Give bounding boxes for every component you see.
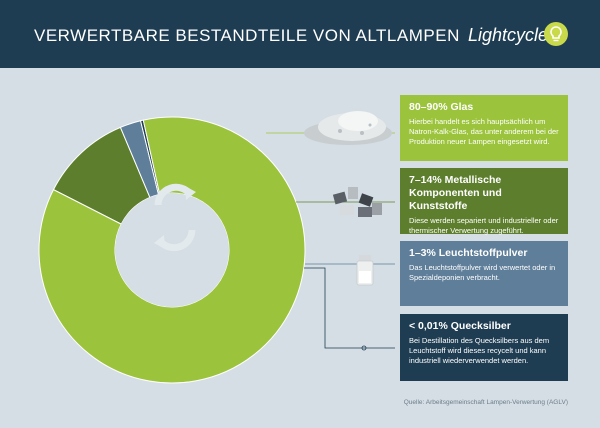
metal-text: Diese werden separiert und industrieller… [409,216,559,235]
glass-shards-image [304,111,392,145]
mercury-heading: < 0,01% Quecksilber [409,320,511,332]
glass-heading: 80–90% Glas [409,101,474,113]
page-title: VERWERTBARE BESTANDTEILE VON ALTLAMPEN [34,26,460,45]
header-bar: VERWERTBARE BESTANDTEILE VON ALTLAMPEN L… [0,0,600,68]
brand-logo-text: Lightcycle [467,25,548,45]
powder-text: Das Leuchtstoffpulver wird verwertet ode… [409,263,556,282]
glass-info-box: 80–90% Glas Hierbei handelt es sich haup… [400,95,568,161]
powder-jar-image [356,255,374,286]
metal-components-image [332,187,382,217]
mercury-info-box: < 0,01% Quecksilber Bei Destillation des… [400,314,568,381]
powder-heading: 1–3% Leuchtstoffpulver [409,247,528,259]
metal-info-box: 7–14% Metallische Komponenten und Kunsts… [400,168,568,235]
glass-text: Hierbei handelt es sich hauptsächlich um… [409,117,559,146]
lightbulb-icon [544,22,568,46]
mercury-text: Bei Destillation des Quecksilbers aus de… [409,336,550,365]
recycle-icon [154,183,196,252]
powder-info-box: 1–3% Leuchtstoffpulver Das Leuchtstoffpu… [400,241,568,306]
metal-heading: 7–14% Metallische Komponenten und Kunsts… [409,174,502,212]
source-note: Quelle: Arbeitsgemeinschaft Lampen-Verwe… [403,399,568,406]
